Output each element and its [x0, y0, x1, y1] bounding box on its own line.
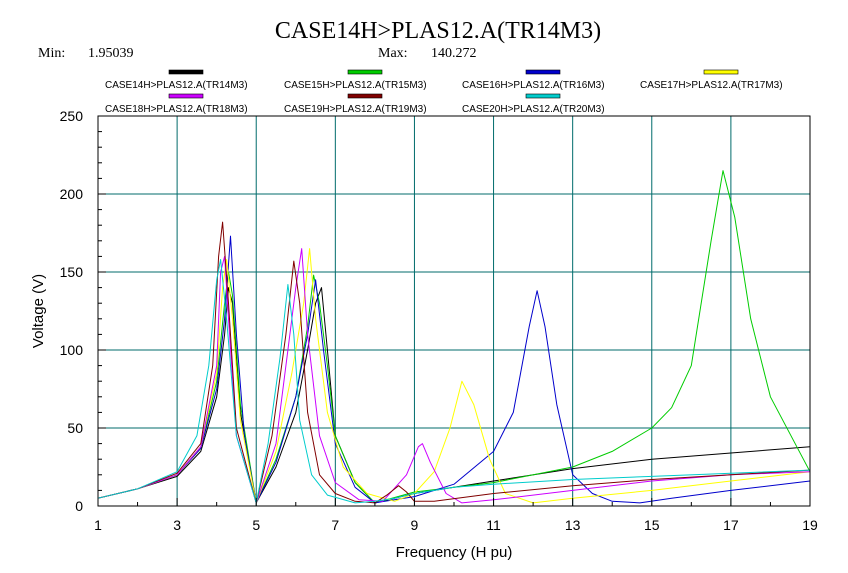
x-tick-label: 15 [644, 517, 660, 533]
legend-swatch-7 [525, 93, 561, 99]
legend-swatch-5 [168, 93, 204, 99]
x-axis-label: Frequency (H pu) [396, 544, 513, 561]
x-tick-label: 19 [802, 517, 818, 533]
plot-area [97, 170, 811, 504]
x-tick-label: 5 [252, 517, 260, 533]
legend-label-5: CASE18H>PLAS12.A(TR18M3) [105, 104, 248, 115]
y-axis-label: Voltage (V) [30, 274, 47, 348]
max-value: 140.272 [431, 46, 477, 61]
y-tick-label: 200 [60, 186, 84, 202]
x-tick-label: 11 [486, 517, 501, 533]
series-line-2 [97, 170, 811, 504]
legend-swatch-1 [168, 69, 204, 75]
y-tick-label: 250 [60, 108, 84, 124]
legend-label-2: CASE15H>PLAS12.A(TR15M3) [284, 80, 427, 91]
y-tick-label: 150 [60, 264, 84, 280]
series-line-1 [97, 287, 811, 504]
legend-swatch-3 [525, 69, 561, 75]
grid [98, 116, 810, 506]
x-tick-label: 1 [94, 517, 102, 533]
chart-title: CASE14H>PLAS12.A(TR14M3) [275, 18, 601, 44]
y-tick-label: 50 [67, 420, 83, 436]
x-tick-label: 7 [331, 517, 339, 533]
series-line-7 [97, 259, 811, 504]
legend-swatch-2 [347, 69, 383, 75]
series-line-3 [97, 235, 811, 504]
legend-label-4: CASE17H>PLAS12.A(TR17M3) [640, 80, 783, 91]
min-label: Min: [38, 46, 65, 61]
y-tick-label: 100 [60, 342, 84, 358]
x-tick-label: 3 [173, 517, 181, 533]
series-line-6 [97, 221, 811, 504]
series-line-5 [97, 248, 811, 504]
legend: CASE14H>PLAS12.A(TR14M3) CASE15H>PLAS12.A… [105, 69, 783, 115]
series-line-4 [97, 248, 811, 504]
min-value: 1.95039 [88, 46, 134, 61]
x-tick-label: 9 [411, 517, 419, 533]
legend-swatch-6 [347, 93, 383, 99]
legend-swatch-4 [703, 69, 739, 75]
legend-label-6: CASE19H>PLAS12.A(TR19M3) [284, 104, 427, 115]
max-label: Max: [378, 46, 408, 61]
legend-label-1: CASE14H>PLAS12.A(TR14M3) [105, 80, 248, 91]
legend-label-7: CASE20H>PLAS12.A(TR20M3) [462, 104, 605, 115]
x-tick-label: 17 [723, 517, 739, 533]
y-tick-label: 0 [75, 498, 83, 514]
plot-frame [97, 115, 811, 507]
x-tick-label: 13 [565, 517, 581, 533]
legend-label-3: CASE16H>PLAS12.A(TR16M3) [462, 80, 605, 91]
